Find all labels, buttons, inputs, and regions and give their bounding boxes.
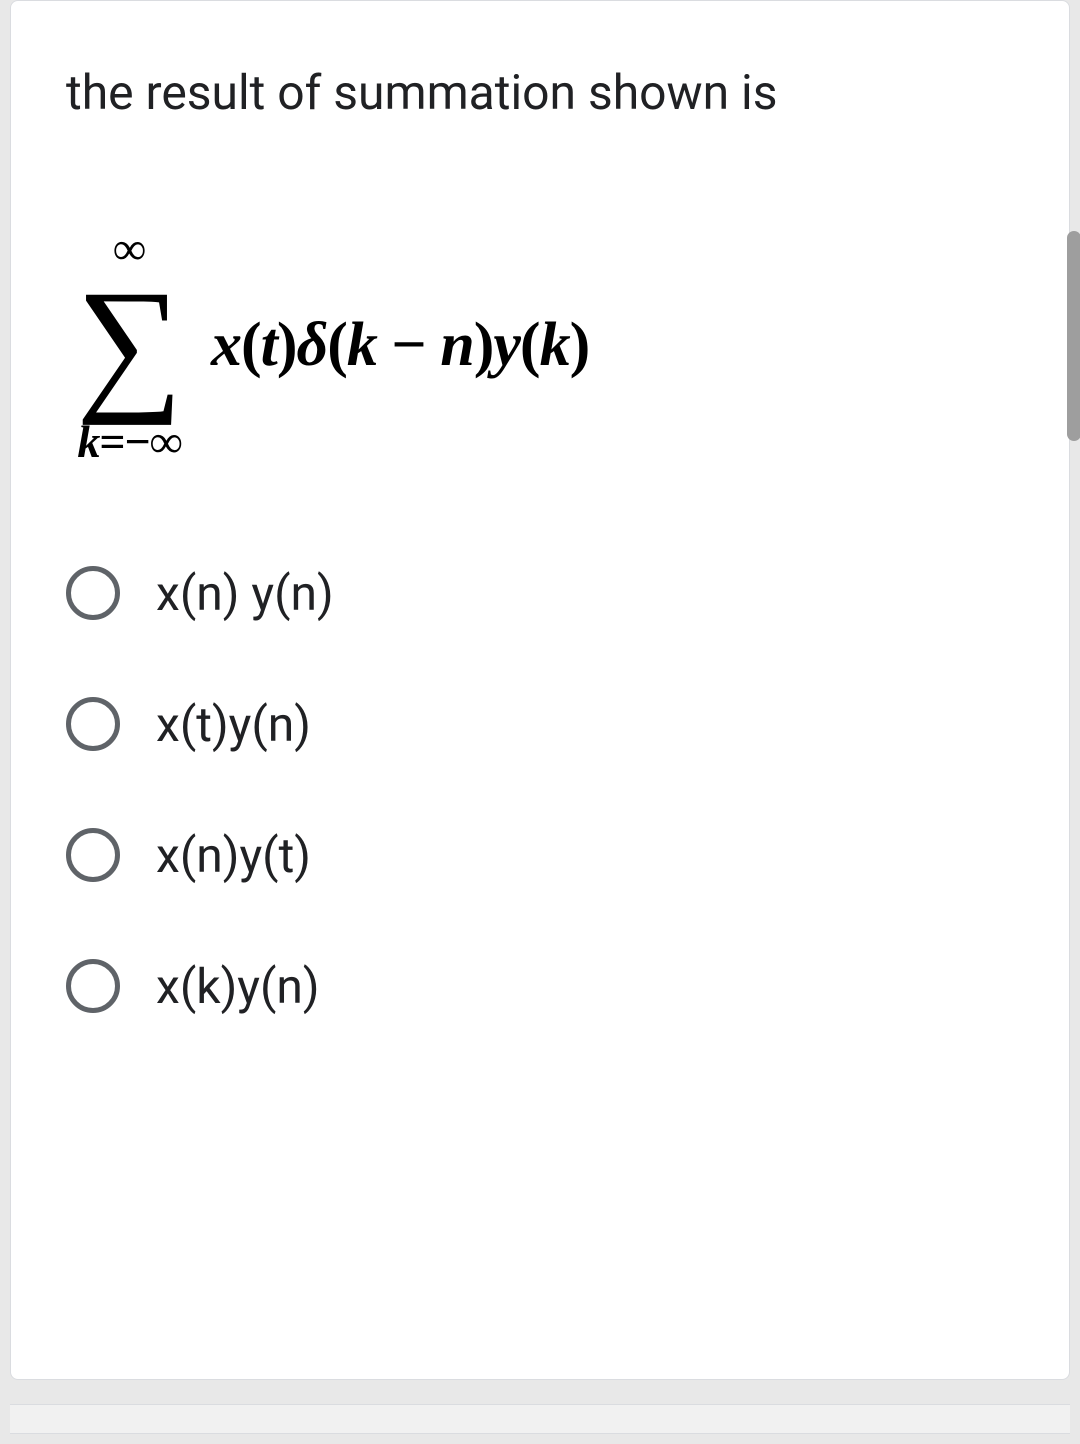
- scrollbar-thumb[interactable]: [1067, 231, 1080, 441]
- radio-icon[interactable]: [66, 697, 120, 751]
- radio-icon[interactable]: [66, 959, 120, 1013]
- summand: x(t)δ(k − n)y(k): [211, 310, 589, 381]
- question-prompt: the result of summation shown is: [66, 61, 1014, 126]
- summation-symbol: ∞ ∑ k=−∞: [76, 226, 183, 465]
- question-card: the result of summation shown is ∞ ∑ k=−…: [10, 0, 1070, 1380]
- sigma-icon: ∑: [76, 276, 183, 411]
- option-label: x(n) y(n): [156, 565, 334, 622]
- option-label: x(n)y(t): [156, 827, 311, 884]
- radio-icon[interactable]: [66, 566, 120, 620]
- next-card-peek: [10, 1404, 1070, 1434]
- option-d[interactable]: x(k)y(n): [66, 958, 1014, 1015]
- options-group: x(n) y(n) x(t)y(n) x(n)y(t) x(k)y(n): [66, 565, 1014, 1015]
- radio-icon[interactable]: [66, 828, 120, 882]
- option-label: x(k)y(n): [156, 958, 320, 1015]
- option-a[interactable]: x(n) y(n): [66, 565, 1014, 622]
- formula-image: ∞ ∑ k=−∞ x(t)δ(k − n)y(k): [76, 226, 1014, 465]
- option-b[interactable]: x(t)y(n): [66, 696, 1014, 753]
- option-c[interactable]: x(n)y(t): [66, 827, 1014, 884]
- option-label: x(t)y(n): [156, 696, 311, 753]
